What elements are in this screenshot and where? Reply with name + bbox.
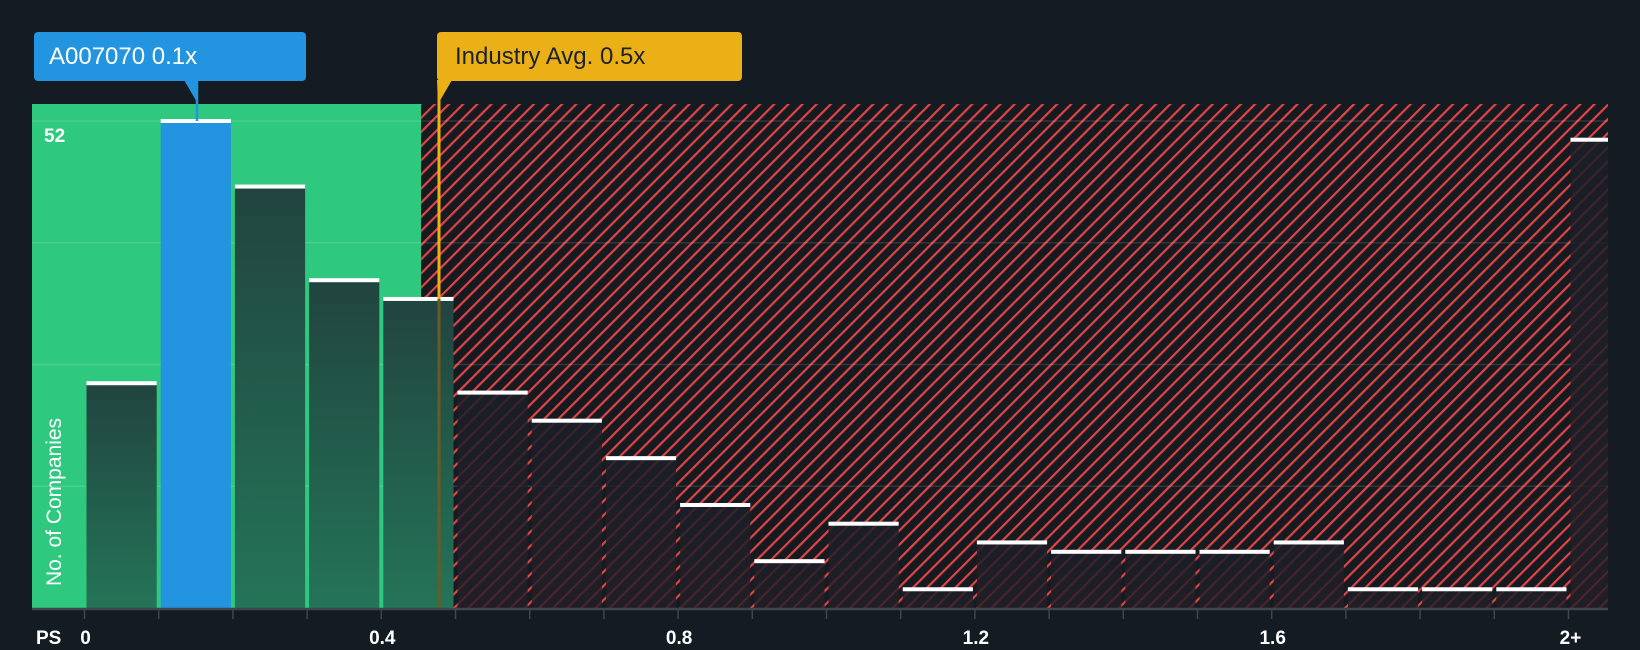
y-axis-title: No. of Companies — [43, 417, 66, 587]
x-tick-label: 0 — [80, 628, 91, 649]
histogram-bar — [1347, 589, 1419, 608]
industry-line-dim-segment — [437, 298, 441, 608]
bar-cap — [605, 456, 677, 461]
histogram-bar — [1125, 551, 1196, 608]
x-tick-label: 0.4 — [369, 628, 396, 649]
value-markers — [184, 80, 452, 608]
bar-cap — [457, 390, 528, 395]
bar-cap — [1199, 549, 1270, 554]
industry-average-label: Industry Avg. 0.5x — [455, 43, 646, 70]
y-axis-max-label: 52 — [44, 126, 66, 147]
x-axis-title: PS — [36, 628, 62, 649]
bar-cap — [1125, 549, 1196, 554]
x-axis — [32, 607, 1608, 619]
histogram-bar — [160, 121, 231, 608]
industry-average-callout: Industry Avg. 0.5x — [437, 32, 742, 81]
bar-cap — [828, 521, 899, 526]
bar-cap — [86, 381, 157, 386]
company-ps-label: A007070 0.1x — [49, 43, 198, 70]
bar-cap — [1347, 587, 1419, 592]
histogram-bar — [457, 392, 528, 608]
histogram-bar — [383, 298, 454, 608]
bar-cap — [1570, 137, 1608, 142]
bar-cap — [1496, 587, 1567, 592]
histogram-bar — [1570, 139, 1608, 608]
bar-cap — [976, 540, 1048, 545]
industry-callout-pointer — [437, 80, 452, 104]
bar-cap — [902, 587, 973, 592]
histogram-bar — [828, 523, 899, 608]
histogram-bar — [605, 458, 677, 608]
bar-cap — [754, 559, 825, 564]
bar-cap — [234, 184, 306, 189]
histogram-bar — [680, 504, 751, 608]
bar-cap — [1422, 587, 1493, 592]
histogram-bar — [1051, 551, 1122, 608]
bar-cap — [383, 296, 454, 301]
bar-cap — [531, 418, 602, 423]
x-tick-label: 1.6 — [1259, 628, 1286, 649]
bar-cap — [1273, 540, 1344, 545]
histogram-bar — [234, 186, 306, 609]
histogram-bar — [86, 383, 157, 608]
histogram-bar — [1496, 589, 1567, 608]
histogram-bar — [1273, 542, 1344, 608]
bar-cap — [1051, 549, 1122, 554]
x-tick-label: 1.2 — [962, 628, 990, 649]
company-ps-callout: A007070 0.1x — [34, 32, 306, 81]
company-callout-pointer — [184, 80, 198, 104]
x-tick-label: 2+ — [1559, 628, 1582, 649]
histogram-bar — [902, 589, 973, 608]
histogram-bar — [531, 420, 602, 608]
histogram-bar — [1199, 551, 1270, 608]
x-tick-label: 0.8 — [665, 628, 693, 649]
bar-cap — [309, 278, 380, 283]
histogram-bar — [1422, 589, 1493, 608]
histogram-bars — [86, 119, 1608, 609]
bar-cap — [680, 502, 751, 507]
histogram-bar — [754, 561, 825, 608]
histogram-bar — [309, 280, 380, 608]
histogram-bar — [976, 542, 1048, 608]
